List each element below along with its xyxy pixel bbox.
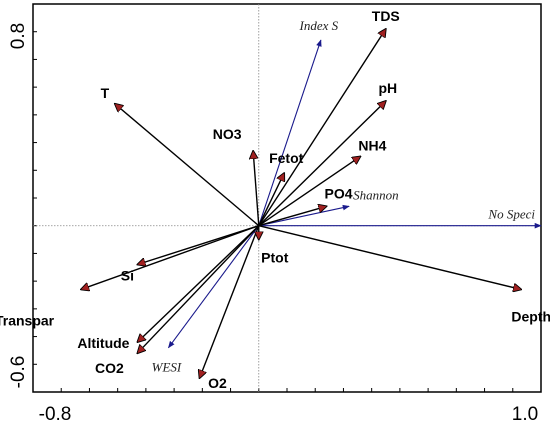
y-tick-label-max: 0.8 xyxy=(8,23,29,49)
species-arrow-shannon xyxy=(258,204,350,227)
env-arrow-po4 xyxy=(258,206,327,227)
env-arrow-transpar xyxy=(81,225,260,290)
species-label-wesi: WESI xyxy=(152,360,182,375)
species-arrows xyxy=(168,39,542,349)
env-label-transpar: Transpar xyxy=(0,312,55,328)
env-label-tds: TDS xyxy=(372,8,400,24)
env-label-ph: pH xyxy=(378,80,397,96)
env-arrow-si xyxy=(137,225,259,265)
axis-ticks xyxy=(33,31,514,392)
environmental-arrows xyxy=(81,29,521,378)
env-label-co2: CO2 xyxy=(95,360,124,376)
env-arrow-co2 xyxy=(137,225,260,353)
env-arrow-fetot xyxy=(258,173,284,227)
env-label-depth: Depth xyxy=(511,308,550,324)
env-label-ptot: Ptot xyxy=(261,250,289,266)
species-label-no-speci: No Speci xyxy=(487,207,535,222)
species-arrow-index-s xyxy=(258,39,322,226)
species-label-index-s: Index S xyxy=(299,18,339,33)
env-arrow-o2 xyxy=(200,225,260,378)
env-label-si: Si xyxy=(121,268,134,284)
env-label-o2: O2 xyxy=(208,375,227,391)
x-tick-label-min: -0.8 xyxy=(39,404,72,425)
env-arrow-nh4 xyxy=(258,156,361,227)
env-label-nh4: NH4 xyxy=(358,137,386,153)
species-arrow-wesi xyxy=(168,225,260,349)
env-arrow-no3 xyxy=(253,151,260,226)
env-label-t: T xyxy=(101,85,110,101)
vector-labels: Index S Shannon No Speci WESI TDS pH NH4 PO4 Fet… xyxy=(0,8,550,391)
env-arrow-ph xyxy=(258,101,386,227)
env-label-fetot: Fetot xyxy=(269,150,304,166)
env-arrow-tds xyxy=(258,29,386,227)
species-label-shannon: Shannon xyxy=(353,187,399,202)
env-arrow-t xyxy=(115,104,260,227)
axis-tick-labels: -0.8 1.0 0.8 -0.6 xyxy=(8,23,538,425)
env-arrow-depth xyxy=(258,225,521,290)
env-arrow-altitude xyxy=(137,225,260,342)
y-tick-label-min: -0.6 xyxy=(8,356,29,389)
env-label-no3: NO3 xyxy=(213,126,242,142)
env-label-po4: PO4 xyxy=(325,185,353,201)
x-tick-label-max: 1.0 xyxy=(512,404,538,425)
env-label-altitude: Altitude xyxy=(77,335,129,351)
